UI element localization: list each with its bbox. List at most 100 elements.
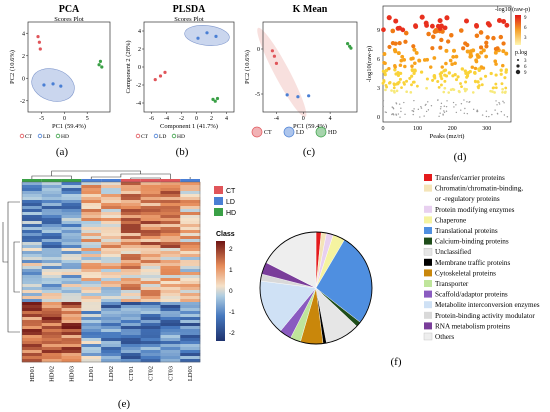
legend-swatch <box>423 247 433 256</box>
heatmap-cell <box>160 302 181 306</box>
heatmap-cell <box>101 350 122 354</box>
heatmap-cell <box>61 326 82 330</box>
heatmap-cell <box>120 260 141 264</box>
heatmap-cell <box>61 311 82 315</box>
data-point <box>498 101 500 104</box>
x-tick-label: 4 <box>329 116 332 122</box>
data-point <box>410 64 414 69</box>
data-point-hd <box>346 42 350 46</box>
heatmap-cell <box>101 326 122 330</box>
panel-b-plsda: PLSDA Scores Plot -6 -4 -2 0 2 4 -4 -2 0 2 4 Componen… <box>120 0 245 160</box>
heatmap-cell <box>180 305 201 309</box>
heatmap-cell <box>160 269 181 273</box>
heatmap-cell <box>61 221 82 225</box>
heatmap-cell <box>140 266 161 270</box>
heatmap-cell <box>101 182 122 186</box>
heatmap-cell <box>22 242 43 246</box>
heatmap-cell <box>81 359 102 363</box>
heatmap-cell <box>120 272 141 276</box>
heatmap-cell <box>101 320 122 324</box>
heatmap-cell <box>41 254 62 258</box>
heatmap-cell <box>160 251 181 255</box>
heatmap-cell <box>160 296 181 300</box>
legend-swatch <box>424 280 432 287</box>
y-axis-label: -log10(raw-p) <box>366 46 373 82</box>
data-point-ld <box>59 84 63 88</box>
data-point <box>494 86 498 90</box>
heatmap-cell <box>22 293 43 297</box>
data-point <box>398 63 403 68</box>
heatmap-cell <box>140 191 161 195</box>
heatmap-cell <box>81 194 102 198</box>
data-point-hd <box>211 97 215 101</box>
heatmap-cell <box>140 242 161 246</box>
chart-subtitle: Scores Plot <box>54 16 84 23</box>
legend-label: Transporter <box>435 280 469 288</box>
protein-class-pie-chart: Transfer/carrier proteins Chromatin/chrom… <box>259 174 540 368</box>
data-point <box>477 68 481 73</box>
data-point <box>387 66 391 71</box>
heatmap-cell <box>101 302 122 306</box>
data-point <box>459 82 462 85</box>
legend-swatch <box>424 237 432 245</box>
heatmap-cell <box>120 263 141 267</box>
clustered-heatmap: HD01 HD02 HD03 LD01 LD02 CT01 CT02 CT03 LD03CTLD… <box>2 170 236 410</box>
heatmap-cell <box>41 269 62 273</box>
data-point <box>384 88 387 92</box>
heatmap-cell <box>120 338 141 342</box>
heatmap-cell <box>120 275 141 279</box>
heatmap-cell <box>180 293 201 297</box>
data-point <box>487 22 492 28</box>
heatmap-cell <box>160 230 181 234</box>
size-legend-marker <box>517 59 519 61</box>
data-point <box>481 114 484 116</box>
heatmap-cell <box>120 197 141 201</box>
heatmap-cell <box>120 191 141 195</box>
data-point <box>393 41 398 46</box>
heatmap-cell <box>22 314 43 318</box>
heatmap-cell <box>180 359 201 363</box>
heatmap-cell <box>22 185 43 189</box>
data-point <box>403 30 409 36</box>
heatmap-cell <box>120 359 141 363</box>
heatmap-cell <box>101 257 122 261</box>
heatmap-cell <box>120 341 141 345</box>
heatmap-cell <box>140 323 161 327</box>
heatmap-cell <box>160 242 181 246</box>
heatmap-cell <box>140 344 161 348</box>
heatmap-cell <box>160 206 181 210</box>
heatmap-cell <box>61 353 82 357</box>
column-label: HD01 <box>29 366 36 382</box>
data-point <box>439 37 444 43</box>
legend-label: RNA metabolism proteins <box>435 322 510 330</box>
heatmap-cell <box>81 287 102 291</box>
heatmap-cell <box>180 254 201 258</box>
data-point <box>420 107 423 109</box>
heatmap-cell <box>160 245 181 249</box>
data-point <box>489 71 493 76</box>
data-point <box>383 73 387 77</box>
heatmap-cell <box>180 266 201 270</box>
legend-swatch <box>424 322 432 330</box>
heatmap-cell <box>120 323 141 327</box>
heatmap-cell <box>160 332 181 336</box>
heatmap-cell <box>61 236 82 240</box>
legend-label: CT <box>25 134 33 140</box>
data-point <box>429 65 433 69</box>
plot-frame <box>262 21 358 113</box>
heatmap-cell <box>81 206 102 210</box>
data-point <box>437 26 443 31</box>
legend-swatch <box>424 174 432 181</box>
heatmap-cell <box>81 260 102 264</box>
y-tick-label: -4 <box>136 101 141 107</box>
heatmap-cell <box>160 344 181 348</box>
data-point-ct <box>158 74 163 78</box>
heatmap-cell <box>120 302 141 306</box>
data-point <box>419 14 425 20</box>
class-legend-swatch <box>214 186 223 194</box>
heatmap-cell <box>180 236 201 240</box>
data-point <box>385 111 387 114</box>
data-point <box>456 75 460 79</box>
